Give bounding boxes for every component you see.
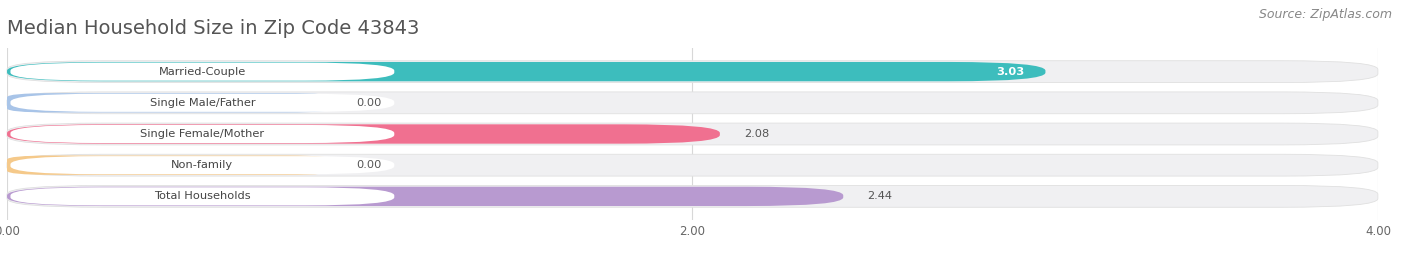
FancyBboxPatch shape xyxy=(7,93,333,113)
Text: 0.00: 0.00 xyxy=(357,160,382,170)
FancyBboxPatch shape xyxy=(7,185,1378,207)
FancyBboxPatch shape xyxy=(7,92,1378,114)
FancyBboxPatch shape xyxy=(10,63,394,81)
FancyBboxPatch shape xyxy=(7,123,1378,145)
FancyBboxPatch shape xyxy=(10,94,394,112)
Text: 3.03: 3.03 xyxy=(997,67,1025,77)
FancyBboxPatch shape xyxy=(7,154,1378,176)
Text: Non-family: Non-family xyxy=(172,160,233,170)
FancyBboxPatch shape xyxy=(7,124,720,144)
Text: Source: ZipAtlas.com: Source: ZipAtlas.com xyxy=(1258,8,1392,21)
Text: Single Male/Father: Single Male/Father xyxy=(149,98,254,108)
FancyBboxPatch shape xyxy=(7,62,1046,81)
Text: 0.00: 0.00 xyxy=(357,98,382,108)
Text: 2.08: 2.08 xyxy=(744,129,769,139)
FancyBboxPatch shape xyxy=(7,155,333,175)
Text: Total Households: Total Households xyxy=(155,191,250,201)
Text: Median Household Size in Zip Code 43843: Median Household Size in Zip Code 43843 xyxy=(7,19,419,38)
FancyBboxPatch shape xyxy=(10,187,394,205)
Text: Single Female/Mother: Single Female/Mother xyxy=(141,129,264,139)
FancyBboxPatch shape xyxy=(10,125,394,143)
FancyBboxPatch shape xyxy=(7,187,844,206)
FancyBboxPatch shape xyxy=(7,61,1378,83)
Text: Married-Couple: Married-Couple xyxy=(159,67,246,77)
Text: 2.44: 2.44 xyxy=(868,191,893,201)
FancyBboxPatch shape xyxy=(10,156,394,174)
